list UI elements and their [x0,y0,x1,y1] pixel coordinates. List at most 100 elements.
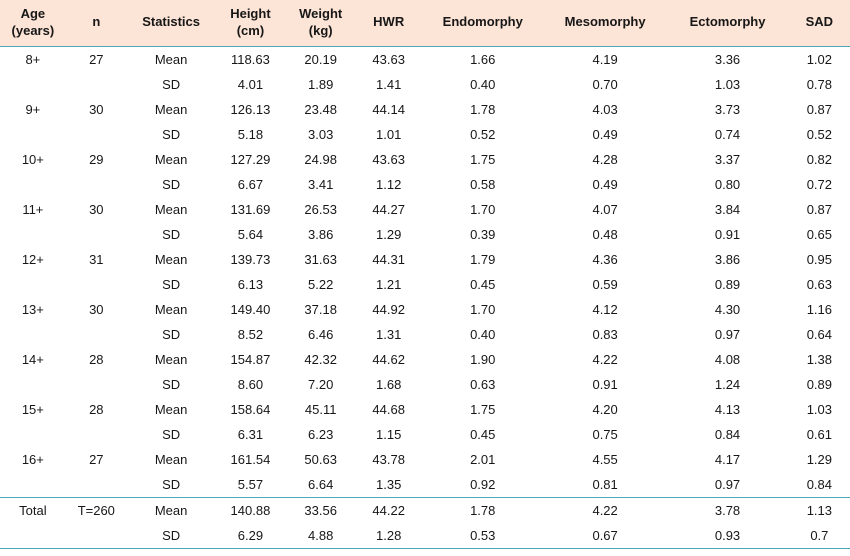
cell: 6.23 [286,422,356,447]
cell: 2.01 [422,447,544,472]
cell: 14+ [0,347,66,372]
cell: 6.31 [215,422,285,447]
cell: 0.87 [789,97,850,122]
cell: 4.20 [544,397,666,422]
cell: 0.82 [789,147,850,172]
cell: 0.63 [422,372,544,397]
col-header-stat: Statistics [127,0,215,46]
cell: Mean [127,46,215,72]
cell: 0.49 [544,122,666,147]
cell [0,122,66,147]
cell: 1.03 [666,72,788,97]
cell: 0.40 [422,322,544,347]
cell: 1.38 [789,347,850,372]
cell: 1.31 [356,322,422,347]
cell: 1.29 [356,222,422,247]
cell: 5.64 [215,222,285,247]
cell: 6.13 [215,272,285,297]
cell: 0.84 [789,472,850,498]
cell: 30 [66,97,127,122]
cell [66,523,127,549]
table-row: SD5.183.031.010.520.490.740.52 [0,122,850,147]
cell: 5.18 [215,122,285,147]
cell: 1.15 [356,422,422,447]
cell: 1.35 [356,472,422,498]
cell: 1.13 [789,497,850,523]
col-header-endo: Endomorphy [422,0,544,46]
cell: 1.79 [422,247,544,272]
cell: SD [127,222,215,247]
cell: 30 [66,297,127,322]
cell: 4.28 [544,147,666,172]
cell [66,322,127,347]
cell: 0.59 [544,272,666,297]
cell: 0.74 [666,122,788,147]
cell: 3.41 [286,172,356,197]
cell [0,372,66,397]
cell: 126.13 [215,97,285,122]
cell: 13+ [0,297,66,322]
cell: SD [127,122,215,147]
cell: 44.92 [356,297,422,322]
cell: 0.67 [544,523,666,549]
cell: 4.19 [544,46,666,72]
cell: Mean [127,497,215,523]
cell: 0.53 [422,523,544,549]
cell: 1.75 [422,397,544,422]
cell: 3.73 [666,97,788,122]
cell: 0.72 [789,172,850,197]
cell: 9+ [0,97,66,122]
cell [66,272,127,297]
cell: SD [127,372,215,397]
cell: T=260 [66,497,127,523]
cell: 15+ [0,397,66,422]
cell: 1.66 [422,46,544,72]
cell: 0.63 [789,272,850,297]
cell: Mean [127,297,215,322]
cell: 28 [66,397,127,422]
cell: 154.87 [215,347,285,372]
cell: 1.89 [286,72,356,97]
cell: 0.97 [666,322,788,347]
cell: 158.64 [215,397,285,422]
cell: 161.54 [215,447,285,472]
cell: 0.78 [789,72,850,97]
cell: 8.52 [215,322,285,347]
cell: 1.78 [422,97,544,122]
cell: 7.20 [286,372,356,397]
cell: 1.68 [356,372,422,397]
cell: 27 [66,447,127,472]
cell: 4.08 [666,347,788,372]
cell: Mean [127,197,215,222]
cell: 0.45 [422,272,544,297]
cell: 0.64 [789,322,850,347]
cell: 1.90 [422,347,544,372]
cell: 149.40 [215,297,285,322]
cell [66,122,127,147]
cell: 6.29 [215,523,285,549]
cell: 27 [66,46,127,72]
cell: 10+ [0,147,66,172]
cell: 37.18 [286,297,356,322]
cell: 0.7 [789,523,850,549]
cell: 3.36 [666,46,788,72]
cell: 3.78 [666,497,788,523]
table-body: 8+27Mean118.6320.1943.631.664.193.361.02… [0,46,850,548]
cell: 0.48 [544,222,666,247]
cell [0,272,66,297]
table-row: SD4.011.891.410.400.701.030.78 [0,72,850,97]
cell: Total [0,497,66,523]
cell: 44.27 [356,197,422,222]
cell: 0.70 [544,72,666,97]
cell [66,72,127,97]
cell: 0.87 [789,197,850,222]
cell: 131.69 [215,197,285,222]
col-header-weight: Weight (kg) [286,0,356,46]
cell [66,172,127,197]
col-header-n: n [66,0,127,46]
cell: 44.22 [356,497,422,523]
table-row: SD8.526.461.310.400.830.970.64 [0,322,850,347]
cell: SD [127,172,215,197]
cell: 1.29 [789,447,850,472]
cell: 28 [66,347,127,372]
